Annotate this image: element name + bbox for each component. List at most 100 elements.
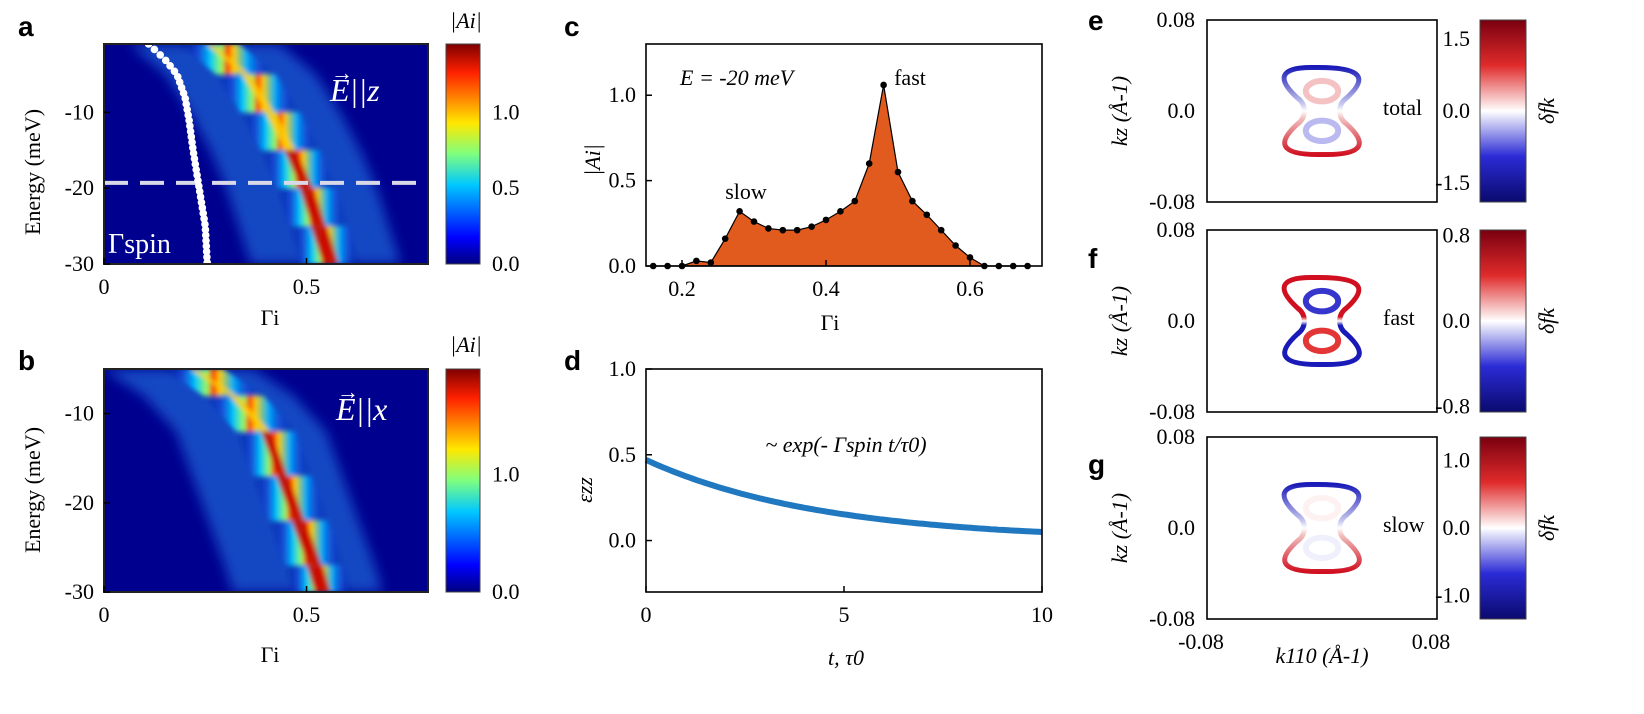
panel-b: E||x → -10-20-30 0 0.5 Energy (meV) Γi 0.… [20,332,520,667]
y-tick-label: -10 [65,99,94,124]
ridge-peak-segment [291,520,322,566]
y-label-c: |Ai| [580,144,605,176]
y-tick-label: 1.0 [609,82,637,107]
ridge-peak-segment [284,150,313,189]
vector-arrow-a: → [331,60,353,85]
x-label-c: Γi [821,310,840,335]
data-point [707,259,715,266]
data-point [966,254,974,261]
data-point [923,211,931,219]
peak-label-fast: fast [894,65,926,90]
panel-f: 0.08 0.0 -0.08 kz (Å-1) fast 0.8 0.0 -0.8 δfk [1107,217,1559,424]
y-ticks-d: 0.0 0.5 1.0 [609,356,652,553]
y-tick-label: -20 [65,175,94,200]
x-tick-label: 0.2 [668,276,696,301]
colorbar-a-label: |Ai| [450,8,482,33]
x-tick-label: 0.5 [293,274,321,299]
data-point [865,160,873,167]
x-ticks-a: 0 0.5 [99,258,321,299]
colorbar-tick-label: 0.5 [492,175,520,200]
panel-label-f: f [1088,243,1098,274]
y-tick-label: -0.08 [1149,606,1195,631]
x-tick-label: 0.4 [812,276,840,301]
panel-d: 0.0 0.5 1.0 0 5 10 ~ exp(- Γspin t/τ0) εzz t… [572,356,1053,670]
fermi-surface-inner-lobe [1302,287,1342,315]
x-label-b: Γi [261,642,280,667]
data-points-c [649,81,1031,270]
spin-dot [170,67,179,76]
data-point [952,242,959,249]
fermi-surface-outer [1281,481,1362,575]
y-tick-label: -10 [65,401,94,426]
axes-f-frame [1206,229,1438,413]
axes-c-frame [645,43,1043,267]
colorbar-e [1479,19,1527,203]
spin-dot [161,56,170,65]
x-label-g: k110 (Å-1) [1275,643,1368,668]
colorbar-f-label: δfk [1534,307,1559,334]
ridge-peak-segment [265,112,296,151]
y-tick-label: 1.0 [609,356,637,381]
ridge-peak-segment [299,188,326,227]
heatmap-b-ridge [104,369,383,592]
y-label-a: Energy (meV) [20,109,45,235]
curve-label-a: Γspin [108,229,171,260]
x-tick-label: 0.6 [956,276,984,301]
x-ticks-b: 0 0.5 [99,586,321,627]
ridge-peak-segment [229,395,270,432]
peak-label-slow: slow [725,179,767,204]
y-ticks-a: -10 -20 -30 [65,99,110,276]
x-tick-label: -0.08 [1178,629,1224,654]
y-tick-label: 0.0 [609,528,637,553]
y-tick-label: 0.0 [1168,98,1196,123]
energy-annotation: E = -20 meV [679,65,796,90]
data-point [750,218,758,225]
colorbar-tick-label: 1.5 [1443,26,1471,51]
colorbar-a-ticks: 0.0 0.5 1.0 [492,99,520,276]
y-label-f: kz (Å-1) [1107,286,1132,356]
map-label-g: slow [1383,512,1425,537]
fermi-surface-inner-lobe [1302,534,1342,562]
data-point [880,81,887,89]
x-ticks-c: 0.2 0.4 0.6 [668,260,984,301]
colorbar-g-label: δfk [1534,514,1559,541]
panel-label-e: e [1088,5,1104,36]
data-point [793,226,801,234]
y-tick-label: -0.08 [1149,399,1195,424]
y-tick-label: 0.0 [1168,515,1196,540]
ridge-peak-segment [206,44,249,75]
data-point [779,226,787,234]
y-tick-label: 0.08 [1157,7,1196,32]
data-point [822,216,830,224]
y-tick-label: 0.0 [1168,308,1196,333]
spin-dot [201,225,210,234]
map-label-e: total [1383,95,1422,120]
x-tick-label: 0 [641,602,652,627]
data-point [693,257,700,265]
x-label-a: Γi [261,305,280,330]
spin-dot [203,253,211,261]
y-ticks-c: 0.0 0.5 1.0 [609,82,652,278]
colorbar-tick-label: 1.0 [1443,448,1471,473]
x-tick-label: 0.5 [293,602,321,627]
y-tick-label: 0.5 [609,442,637,467]
data-point [894,168,902,176]
x-tick-label: 0 [99,602,110,627]
colorbar-tick-label: -1.0 [1435,582,1470,607]
ridge-peak-segment [276,476,305,521]
data-point [837,208,844,215]
spin-curve [144,40,211,267]
panel-label-a: a [18,11,34,42]
ridge-peak-segment [190,369,237,396]
colorbar-a [445,43,481,265]
colorbar-b-label: |Ai| [450,332,482,357]
y-tick-label: 0.08 [1157,217,1196,242]
fermi-surface-inner-lobe [1302,494,1342,522]
y-tick-label: 0.5 [609,168,637,193]
spin-dot [201,231,210,239]
ridge-peak-segment [310,226,339,264]
map-label-f: fast [1383,305,1415,330]
panel-label-c: c [564,11,580,42]
colorbar-f [1479,229,1527,413]
panel-label-d: d [564,345,581,376]
